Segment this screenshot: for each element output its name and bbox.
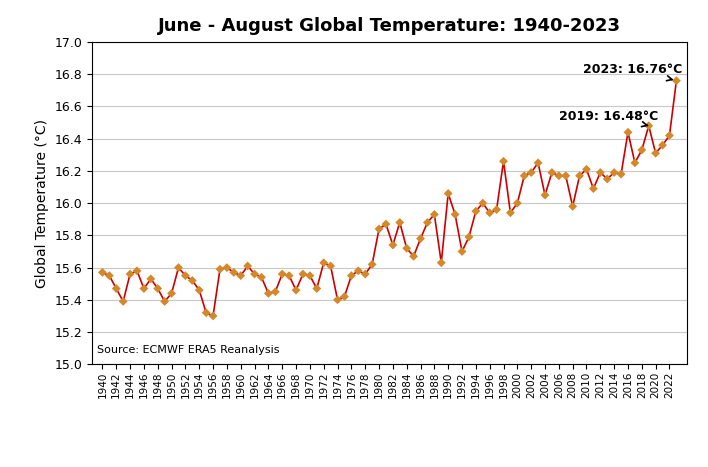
Point xyxy=(595,169,606,176)
Point xyxy=(200,309,212,317)
Point xyxy=(394,219,406,226)
Point xyxy=(498,157,509,165)
Point xyxy=(277,270,288,278)
Point xyxy=(664,132,675,139)
Point xyxy=(304,272,316,279)
Point xyxy=(581,166,592,173)
Point xyxy=(110,285,122,292)
Point xyxy=(450,211,461,218)
Point xyxy=(283,272,295,279)
Point xyxy=(442,190,454,197)
Point xyxy=(318,259,329,267)
Point xyxy=(249,270,261,278)
Point xyxy=(339,293,350,300)
Point xyxy=(353,267,364,275)
Point xyxy=(512,199,523,207)
Point xyxy=(484,209,496,217)
Point xyxy=(408,253,419,260)
Point xyxy=(270,288,281,296)
Point xyxy=(118,297,129,305)
Point xyxy=(622,128,634,136)
Point xyxy=(373,225,384,233)
Point xyxy=(505,209,516,217)
Point xyxy=(532,159,544,167)
Point xyxy=(159,297,171,305)
Point xyxy=(290,286,302,294)
Point xyxy=(131,267,142,275)
Point xyxy=(215,265,226,273)
Point xyxy=(193,286,205,294)
Point xyxy=(173,264,184,271)
Point xyxy=(380,220,392,228)
Point xyxy=(547,169,558,176)
Point xyxy=(629,159,641,167)
Point xyxy=(457,248,468,255)
Point xyxy=(125,270,136,278)
Point xyxy=(477,199,489,207)
Point xyxy=(97,269,108,276)
Point xyxy=(463,233,474,241)
Title: June - August Global Temperature: 1940-2023: June - August Global Temperature: 1940-2… xyxy=(158,17,621,35)
Point xyxy=(643,122,654,129)
Point xyxy=(470,207,481,215)
Point xyxy=(263,290,274,297)
Y-axis label: Global Temperature (°C): Global Temperature (°C) xyxy=(35,119,49,288)
Point xyxy=(221,264,232,271)
Point xyxy=(180,272,191,279)
Point xyxy=(145,275,156,283)
Point xyxy=(539,191,551,199)
Point xyxy=(602,175,613,183)
Point xyxy=(615,170,627,178)
Point xyxy=(428,211,440,218)
Point xyxy=(103,272,115,279)
Text: Source: ECMWF ERA5 Reanalysis: Source: ECMWF ERA5 Reanalysis xyxy=(97,345,280,354)
Point xyxy=(235,272,246,279)
Point xyxy=(228,269,239,276)
Point xyxy=(657,142,668,149)
Point xyxy=(560,172,571,179)
Text: 2019: 16.48°C: 2019: 16.48°C xyxy=(559,110,658,127)
Point xyxy=(387,241,399,249)
Point xyxy=(415,235,426,242)
Point xyxy=(332,296,343,304)
Point xyxy=(608,169,620,176)
Point xyxy=(525,169,537,176)
Point xyxy=(242,262,253,270)
Point xyxy=(435,259,447,267)
Point xyxy=(650,149,661,157)
Point xyxy=(367,261,378,268)
Point xyxy=(152,285,164,292)
Point xyxy=(311,285,322,292)
Point xyxy=(166,290,177,297)
Point xyxy=(588,185,599,192)
Point xyxy=(553,172,564,179)
Point xyxy=(670,77,682,85)
Point xyxy=(187,277,198,284)
Point xyxy=(325,262,336,270)
Point xyxy=(207,312,219,320)
Point xyxy=(518,172,530,179)
Point xyxy=(574,172,586,179)
Point xyxy=(360,270,371,278)
Point xyxy=(297,270,309,278)
Point xyxy=(567,203,578,210)
Point xyxy=(636,146,648,154)
Point xyxy=(422,219,433,226)
Point xyxy=(346,272,357,279)
Point xyxy=(256,274,267,281)
Point xyxy=(491,206,502,213)
Point xyxy=(401,245,412,252)
Point xyxy=(138,285,149,292)
Text: 2023: 16.76°C: 2023: 16.76°C xyxy=(583,63,683,81)
